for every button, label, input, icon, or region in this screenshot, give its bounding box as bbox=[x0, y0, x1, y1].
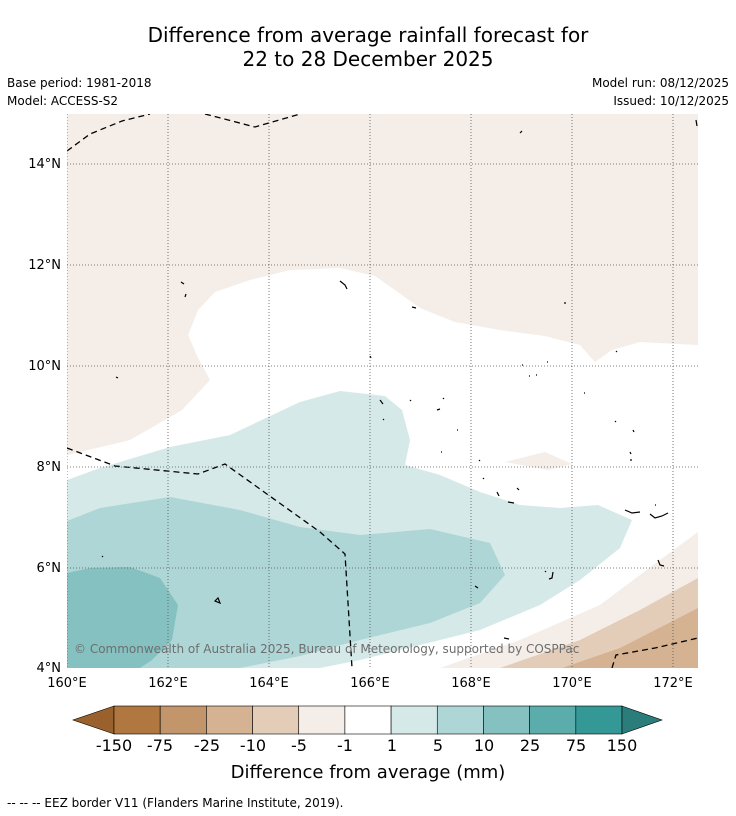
dry-anomaly-north bbox=[67, 114, 698, 455]
wet-anomaly-10-25 bbox=[67, 567, 178, 668]
island bbox=[441, 451, 632, 462]
island bbox=[519, 130, 523, 134]
colorbar-label: -5 bbox=[291, 736, 307, 755]
eez-border-marshall bbox=[67, 447, 353, 668]
model-run: Model run: 08/12/2025 bbox=[591, 76, 729, 90]
island bbox=[411, 306, 417, 309]
island bbox=[624, 509, 669, 519]
colorbar-label: 25 bbox=[520, 736, 540, 755]
dry-anomaly-southeast-3 bbox=[562, 608, 698, 668]
island bbox=[339, 280, 348, 290]
colorbar-label: -25 bbox=[194, 736, 220, 755]
colorbar-swatch bbox=[159, 705, 207, 735]
lon-label: 166°E bbox=[350, 676, 390, 691]
island bbox=[409, 397, 445, 411]
eez-borders bbox=[67, 114, 698, 668]
island bbox=[180, 281, 187, 298]
colorbar-swatch bbox=[575, 705, 623, 735]
lon-label: 160°E bbox=[47, 676, 87, 691]
colorbar-swatch bbox=[529, 705, 577, 735]
island bbox=[547, 350, 618, 394]
lon-label: 170°E bbox=[552, 676, 592, 691]
colorbar-arrow-low bbox=[72, 705, 115, 735]
colorbar-label: 5 bbox=[433, 736, 443, 755]
colorbar-arrow-high bbox=[621, 705, 663, 735]
lat-label: 4°N bbox=[37, 661, 62, 676]
issued-date: Issued: 10/12/2025 bbox=[613, 94, 729, 108]
colorbar-label: -75 bbox=[147, 736, 173, 755]
model-name: Model: ACCESS-S2 bbox=[7, 94, 119, 108]
colorbar-label: 1 bbox=[387, 736, 397, 755]
eez-border-north-2 bbox=[204, 114, 301, 128]
lat-label: 6°N bbox=[37, 561, 62, 576]
lon-label: 168°E bbox=[451, 676, 491, 691]
lat-label: 14°N bbox=[28, 157, 61, 172]
lon-label: 164°E bbox=[249, 676, 289, 691]
colorbar-swatch bbox=[206, 705, 253, 735]
rainfall-map: © Commonwealth of Australia 2025, Bureau… bbox=[28, 114, 698, 783]
island bbox=[474, 585, 479, 589]
latitude-labels: 14°N 12°N 10°N 8°N 6°N 4°N bbox=[28, 157, 61, 676]
longitude-labels: 160°E 162°E 164°E 166°E 168°E 170°E 172°… bbox=[47, 676, 693, 691]
colorbar-label: 10 bbox=[474, 736, 494, 755]
lat-label: 12°N bbox=[28, 258, 61, 273]
colorbar-swatch bbox=[344, 705, 392, 735]
colorbar-swatch bbox=[252, 705, 300, 735]
island bbox=[544, 570, 554, 580]
lat-label: 10°N bbox=[28, 359, 61, 374]
colorbar-label: -150 bbox=[96, 736, 132, 755]
island bbox=[101, 555, 665, 567]
dry-anomaly-small bbox=[505, 452, 572, 470]
map-plot-area: © Commonwealth of Australia 2025, Bureau… bbox=[67, 114, 698, 668]
colorbar-swatch bbox=[390, 705, 438, 735]
colorbar-label: 150 bbox=[607, 736, 638, 755]
eez-border-north bbox=[67, 114, 151, 152]
colorbar-labels: -150 -75 -25 -10 -5 -1 1 5 10 25 75 150 bbox=[96, 736, 637, 755]
title-line-2: 22 to 28 December 2025 bbox=[242, 47, 494, 71]
island bbox=[522, 364, 537, 377]
island bbox=[503, 637, 510, 640]
eez-footnote: -- -- -- EEZ border V11 (Flanders Marine… bbox=[7, 796, 344, 810]
lon-label: 162°E bbox=[148, 676, 188, 691]
island bbox=[379, 399, 384, 405]
colorbar-swatch bbox=[436, 705, 484, 735]
lat-label: 8°N bbox=[37, 460, 62, 475]
colorbar-label: -1 bbox=[337, 736, 353, 755]
lon-label: 172°E bbox=[653, 676, 693, 691]
island bbox=[482, 477, 520, 504]
colorbar-swatch bbox=[298, 705, 346, 735]
island bbox=[213, 596, 222, 605]
islands bbox=[101, 119, 698, 640]
colorbar bbox=[72, 705, 663, 735]
wet-anomaly-5-10 bbox=[67, 497, 505, 668]
colorbar-swatch bbox=[483, 705, 530, 735]
island bbox=[369, 355, 372, 359]
colorbar-label: -10 bbox=[240, 736, 266, 755]
eez-border-southeast bbox=[611, 637, 698, 668]
island bbox=[115, 376, 119, 379]
graticule bbox=[67, 114, 698, 668]
base-period: Base period: 1981-2018 bbox=[7, 76, 152, 90]
colorbar-label: 75 bbox=[566, 736, 586, 755]
title-line-1: Difference from average rainfall forecas… bbox=[147, 23, 589, 47]
island bbox=[382, 418, 635, 433]
island bbox=[695, 119, 698, 127]
colorbar-title: Difference from average (mm) bbox=[231, 762, 506, 783]
copyright-notice: © Commonwealth of Australia 2025, Bureau… bbox=[74, 642, 579, 656]
colorbar-swatch bbox=[113, 705, 161, 735]
